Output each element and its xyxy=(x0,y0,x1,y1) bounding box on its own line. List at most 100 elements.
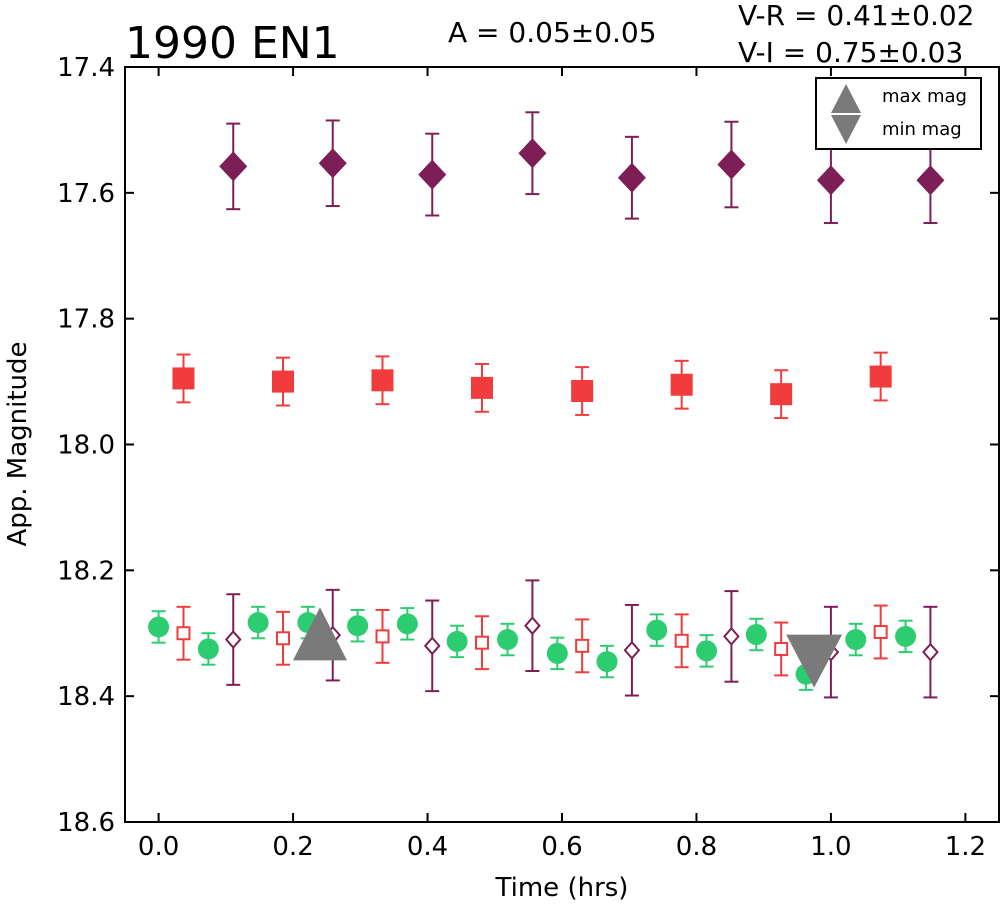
data-point-marker xyxy=(247,612,269,634)
data-point-marker xyxy=(873,624,888,639)
y-tick-label: 18.0 xyxy=(57,431,115,461)
data-point-marker xyxy=(347,615,369,637)
x-tick-label: 0.8 xyxy=(676,832,717,862)
data-point-marker xyxy=(219,151,248,182)
data-point-marker xyxy=(916,165,945,196)
data-point xyxy=(148,610,170,644)
data-point-marker xyxy=(745,624,767,646)
data-series xyxy=(224,579,939,699)
data-point-marker xyxy=(148,616,170,638)
data-point-marker xyxy=(617,162,646,193)
data-point xyxy=(571,366,594,416)
data-point-marker xyxy=(717,149,746,180)
data-point-marker xyxy=(497,629,519,651)
legend-min-mag-marker xyxy=(831,115,861,144)
data-series xyxy=(176,604,888,677)
data-point xyxy=(396,607,418,641)
data-point-marker xyxy=(674,633,689,648)
data-point-marker xyxy=(646,619,668,641)
data-point-marker xyxy=(446,630,468,652)
data-point-marker xyxy=(318,148,347,179)
data-point xyxy=(770,369,793,420)
data-point-marker xyxy=(172,367,195,390)
legend-max-mag-marker xyxy=(831,84,861,113)
data-point xyxy=(172,353,195,404)
x-axis-label: Time (hrs) xyxy=(495,873,629,903)
y-tick-label: 17.4 xyxy=(57,53,115,83)
min-mag-marker xyxy=(786,634,843,688)
data-point xyxy=(873,604,888,660)
legend: max mag min mag xyxy=(815,77,982,150)
data-point-marker xyxy=(197,638,219,660)
data-point xyxy=(347,608,369,643)
data-point-marker xyxy=(869,365,892,388)
data-point-marker xyxy=(845,629,867,651)
data-point xyxy=(916,136,945,225)
data-point-marker xyxy=(546,642,568,664)
data-point-marker xyxy=(696,640,718,662)
data-point xyxy=(176,605,191,661)
y-tick-label: 17.6 xyxy=(57,179,115,209)
data-point xyxy=(474,615,489,671)
x-tick-label: 0.0 xyxy=(138,832,179,862)
plot-frame xyxy=(124,66,1000,823)
data-point-marker xyxy=(774,641,789,656)
data-point xyxy=(524,579,541,672)
data-point xyxy=(696,634,718,668)
data-point xyxy=(470,362,493,413)
data-point xyxy=(224,593,242,686)
data-point xyxy=(596,644,618,679)
data-point xyxy=(275,610,290,666)
x-tick-label: 0.6 xyxy=(541,832,582,862)
data-point-marker xyxy=(375,629,390,644)
data-point xyxy=(497,622,519,657)
color-vi-label: V-I = 0.75±0.03 xyxy=(738,36,963,69)
data-point xyxy=(646,613,668,647)
x-tick-label: 0.4 xyxy=(407,832,448,862)
data-series xyxy=(219,111,945,225)
amplitude-label: A = 0.05±0.05 xyxy=(448,16,657,49)
data-point xyxy=(271,356,294,407)
data-point-marker xyxy=(575,638,590,653)
x-tick-label: 1.0 xyxy=(810,832,851,862)
data-point-marker xyxy=(371,369,394,392)
max-mag-marker xyxy=(292,607,347,661)
data-point xyxy=(518,111,547,196)
data-series xyxy=(172,351,892,420)
data-point xyxy=(423,599,441,693)
y-tick-label: 18.6 xyxy=(57,808,115,838)
data-point xyxy=(717,120,746,209)
data-point xyxy=(723,590,740,683)
data-point-marker xyxy=(922,642,939,662)
y-axis-label: App. Magnitude xyxy=(3,341,33,546)
data-point-marker xyxy=(418,159,447,190)
data-point xyxy=(418,132,447,217)
data-point xyxy=(617,135,646,220)
data-point-marker xyxy=(723,626,740,646)
data-point-marker xyxy=(895,625,917,647)
chart-title: 1990 EN1 xyxy=(125,18,340,69)
legend-min-mag-label: min mag xyxy=(882,119,962,140)
data-point xyxy=(546,636,568,671)
data-point-marker xyxy=(770,383,793,406)
data-point-marker xyxy=(176,626,191,641)
data-point xyxy=(745,617,767,652)
data-point xyxy=(375,608,390,664)
data-point-marker xyxy=(396,613,418,635)
data-point-marker xyxy=(271,370,294,393)
x-tick-label: 0.2 xyxy=(272,832,313,862)
y-tick-label: 18.2 xyxy=(57,556,115,586)
data-point xyxy=(371,355,394,406)
data-point xyxy=(670,359,693,410)
data-point xyxy=(845,622,867,657)
data-point xyxy=(895,619,917,654)
data-point xyxy=(869,351,892,402)
color-vr-label: V-R = 0.41±0.02 xyxy=(738,0,974,32)
data-point xyxy=(674,613,689,669)
data-point xyxy=(774,621,789,677)
data-point xyxy=(575,618,590,674)
data-point-marker xyxy=(470,376,493,399)
data-point xyxy=(318,119,347,208)
data-point xyxy=(247,605,269,640)
